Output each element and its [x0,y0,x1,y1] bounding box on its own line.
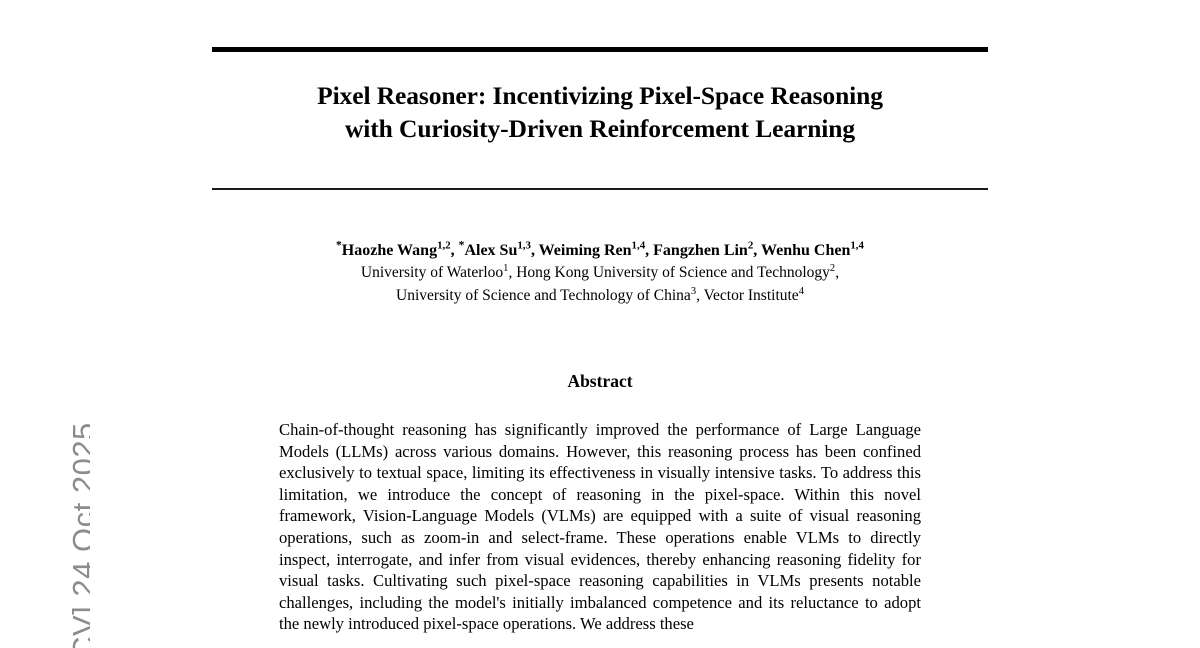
affiliation-separator: , [835,264,840,281]
paper-page: Pixel Reasoner: Incentivizing Pixel-Spac… [212,0,988,648]
affiliation-item: Vector Institute4 [703,285,804,304]
affiliation-name: University of Waterloo [360,264,504,281]
author-item: *Haozhe Wang1,2 [336,239,451,259]
affiliation-separator: , [508,264,517,281]
abstract-body: Chain-of-thought reasoning has significa… [279,419,921,635]
author-name: Fangzhen Lin [653,242,748,259]
affiliation-name: Vector Institute [703,286,799,304]
abstract-text: Chain-of-thought reasoning has significa… [279,420,921,634]
page-title-line-1: Pixel Reasoner: Incentivizing Pixel-Spac… [317,81,883,110]
abstract-heading: Abstract [567,371,633,391]
arxiv-stamp-text: cs.CV] 24 Oct 2025 [66,422,90,648]
arxiv-stamp: cs.CV] 24 Oct 2025 [0,0,90,648]
author-affiliation-marker: 1,2 [437,239,451,252]
affiliation-marker: 1 [503,262,509,274]
affiliation-marker: 2 [829,262,836,274]
affiliation-marker: 4 [798,285,804,297]
affiliation-name: University of Science and Technology of … [396,286,691,304]
author-affiliation-marker: 1,4 [850,239,864,252]
author-name: Weiming Ren [538,242,632,259]
author-name: Wenhu Chen [760,242,851,259]
author-affiliation-marker: 1,4 [631,239,646,252]
author-separator: , [753,242,761,259]
author-item: Weiming Ren1,4 [538,239,646,259]
affiliation-item: University of Science and Technology of … [396,285,697,304]
author-item: Wenhu Chen1,4 [760,239,864,259]
equal-contribution-marker: * [458,239,465,252]
affiliation-name: Hong Kong University of Science and Tech… [516,264,830,281]
author-name: Haozhe Wang [341,242,438,259]
author-separator: , [450,242,459,259]
author-name: Alex Su [464,242,518,259]
author-list: *Haozhe Wang1,2, *Alex Su1,3, Weiming Re… [212,240,988,262]
affiliation-separator: , [696,286,704,304]
page-title-line-2: with Curiosity-Driven Reinforcement Lear… [344,114,856,143]
affiliation-line-1: University of Waterloo1, Hong Kong Unive… [212,262,988,285]
page-title: Pixel Reasoner: Incentivizing Pixel-Spac… [212,79,988,145]
author-item: *Alex Su1,3 [458,239,531,259]
author-affiliation-marker: 2 [747,239,754,252]
author-separator: , [645,242,654,259]
title-rule-bottom [212,188,988,190]
affiliation-item: University of Waterloo1 [360,262,509,281]
author-separator: , [530,242,539,259]
affiliation-line-2: University of Science and Technology of … [212,285,988,308]
author-item: Fangzhen Lin2 [653,239,754,259]
affiliation-item: Hong Kong University of Science and Tech… [516,262,836,281]
author-affiliation-marker: 1,3 [517,239,531,252]
title-rule-top [212,47,988,52]
authors-block: *Haozhe Wang1,2, *Alex Su1,3, Weiming Re… [212,240,988,307]
equal-contribution-marker: * [336,239,342,252]
affiliation-marker: 3 [690,285,697,297]
